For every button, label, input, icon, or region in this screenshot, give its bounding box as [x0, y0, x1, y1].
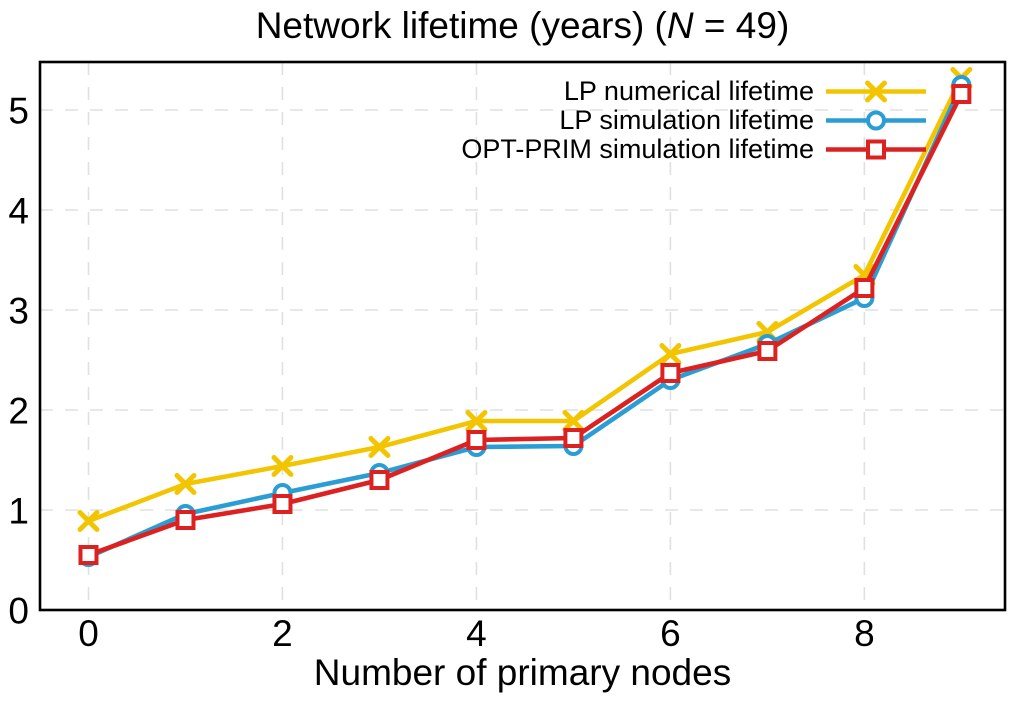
x-tick-label: 0: [78, 613, 99, 654]
series-marker-2: [951, 84, 972, 104]
y-tick-label: 1: [8, 490, 29, 531]
legend-item-opt-prim-simulation: OPT-PRIM simulation lifetime: [461, 134, 927, 164]
circle-marker-icon: [866, 110, 886, 131]
series-marker-2: [369, 470, 390, 490]
legend-sample-lp-numerical: [826, 80, 926, 103]
series-marker-0: [77, 510, 100, 532]
x-tick-label: 4: [466, 613, 487, 654]
x-marker-icon: [865, 80, 887, 103]
chart-title-prefix: Network lifetime (years) (: [255, 5, 667, 46]
series-line-0: [86, 75, 964, 524]
y-tick-label: 4: [8, 190, 29, 231]
series-marker-2: [175, 510, 196, 530]
y-tick-label: 2: [8, 390, 29, 431]
series-marker-0: [271, 455, 294, 477]
series-marker-0: [659, 343, 682, 365]
x-tick-label: 6: [660, 613, 681, 654]
legend-label-lp-simulation: LP simulation lifetime: [559, 105, 814, 135]
series-marker-0: [562, 410, 585, 432]
legend-item-lp-simulation: LP simulation lifetime: [461, 105, 927, 135]
legend-label-lp-numerical: LP numerical lifetime: [563, 76, 814, 106]
chart-title-variable: N: [666, 5, 694, 46]
y-tick-label: 3: [8, 290, 29, 331]
plot-frame: [38, 60, 1007, 612]
chart-title: Network lifetime (years) (N = 49): [40, 2, 1005, 50]
y-tick-label: 0: [8, 590, 29, 631]
square-marker-icon: [866, 139, 886, 160]
legend-sample-lp-simulation: [826, 110, 926, 131]
series-marker-2: [272, 494, 293, 514]
chart-title-suffix: = 49): [693, 5, 790, 46]
legend-item-lp-numerical: LP numerical lifetime: [461, 76, 927, 106]
series-marker-0: [465, 410, 488, 432]
series-marker-2: [854, 278, 875, 298]
x-tick-label: 2: [272, 613, 293, 654]
series-marker-0: [368, 436, 391, 458]
series-line-2: [86, 91, 964, 558]
series-marker-2: [78, 545, 99, 565]
series-marker-2: [466, 430, 487, 450]
legend-label-opt-prim-simulation: OPT-PRIM simulation lifetime: [461, 134, 814, 164]
series-marker-2: [757, 341, 778, 361]
series-marker-2: [563, 428, 584, 448]
legend-sample-opt-prim-simulation: [826, 139, 926, 160]
series-marker-0: [174, 473, 197, 495]
series-marker-2: [660, 363, 681, 383]
y-tick-label: 5: [8, 90, 29, 131]
x-axis-label: Number of primary nodes: [313, 652, 732, 693]
x-tick-label: 8: [854, 613, 875, 654]
legend: LP numerical lifetime LP simulation life…: [461, 76, 927, 164]
